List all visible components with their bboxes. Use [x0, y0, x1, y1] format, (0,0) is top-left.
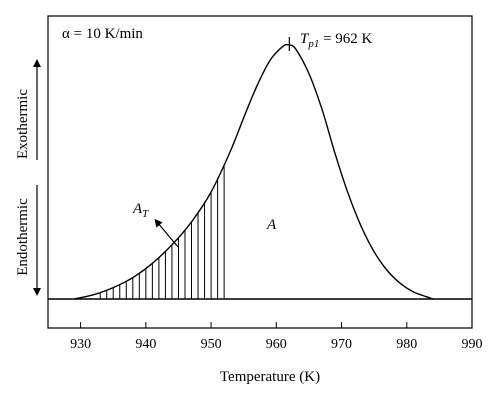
endothermic-label: Endothermic — [15, 198, 31, 276]
x-axis-ticks: 930 940 950 960 970 980 990 — [70, 322, 483, 352]
shaded-area-hatch — [99, 164, 225, 299]
x-tick-label: 970 — [331, 337, 352, 352]
total-area-label: A — [266, 217, 277, 233]
exothermic-label: Exothermic — [15, 89, 31, 159]
x-axis-title: Temperature (K) — [220, 369, 320, 385]
partial-area-arrow — [154, 218, 179, 248]
x-tick-label: 940 — [135, 337, 156, 352]
x-tick-label: 950 — [201, 337, 222, 352]
x-tick-label: 930 — [70, 337, 91, 352]
x-tick-label: 960 — [266, 337, 287, 352]
plot-frame — [47, 15, 473, 329]
heating-rate-label: α = 10 K/min — [62, 26, 143, 42]
peak-label: Tp1 = 962 K — [300, 31, 373, 50]
partial-area-label: AT — [132, 201, 149, 220]
x-tick-label: 990 — [462, 337, 483, 352]
x-tick-label: 980 — [396, 337, 417, 352]
dsc-curve — [73, 43, 434, 300]
